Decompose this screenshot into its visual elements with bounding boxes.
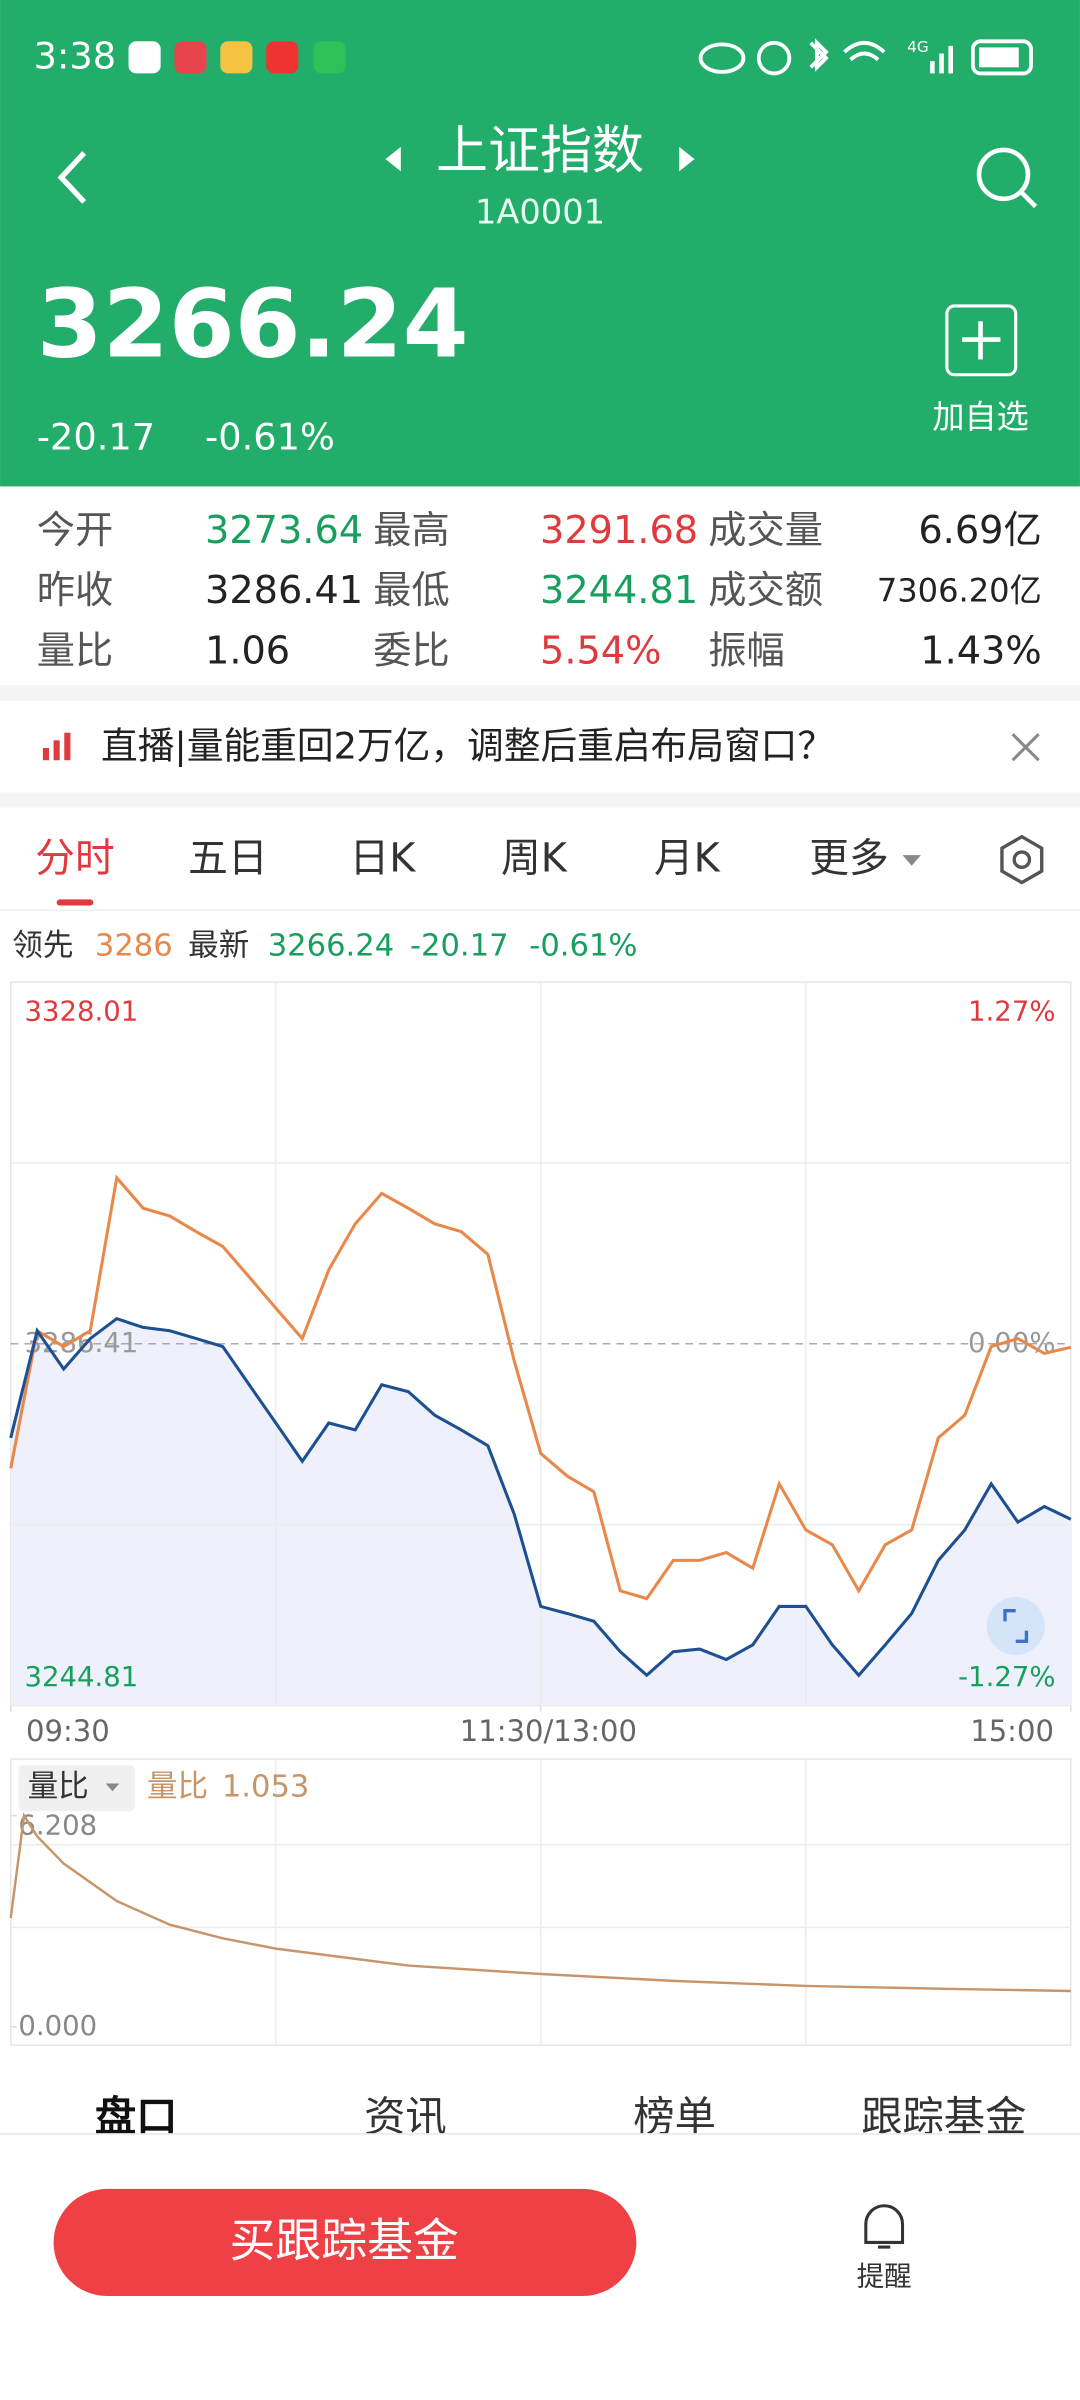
y-pct-label: -1.27% <box>958 1661 1055 1693</box>
stat-label: 最高 <box>373 509 449 553</box>
alert-button[interactable]: 提醒 <box>857 2204 912 2293</box>
price-change: -20.17 <box>37 416 155 459</box>
index-code: 1A0001 <box>475 193 605 232</box>
index-title: 上证指数 <box>436 121 644 181</box>
chart-tabs: 分时 五日 日K 周K 月K 更多 <box>35 836 889 906</box>
y-tick-label: 3244.81 <box>25 1661 139 1693</box>
signal-bars <box>930 45 954 74</box>
stat-value: 3286.41 <box>205 569 363 613</box>
more-arrow <box>902 855 921 866</box>
y-tick-label: 0.000 <box>18 2010 97 2042</box>
y-pct-label: 0.00% <box>968 1327 1055 1359</box>
stat-label: 振幅 <box>708 630 784 674</box>
divider <box>0 685 1080 701</box>
buy-button[interactable]: 买跟踪基金 <box>53 2188 637 2296</box>
prev-index[interactable] <box>385 146 401 172</box>
price-change-pct: -0.61% <box>205 416 335 459</box>
quote-item: -0.61% <box>529 928 637 963</box>
active-tab-indicator <box>56 899 94 906</box>
alert-label: 提醒 <box>857 2261 912 2293</box>
buy-button-label: 买跟踪基金 <box>230 2213 459 2267</box>
banner-close[interactable] <box>1011 733 1040 762</box>
stat-value: 1.06 <box>205 630 290 674</box>
legend-name: 量比 <box>147 1770 208 1805</box>
stat-label: 今开 <box>37 509 113 553</box>
settings-button[interactable] <box>1000 834 1044 885</box>
y-pct-label: 1.27% <box>968 996 1055 1028</box>
section-tab[interactable]: 资讯 <box>364 2093 447 2141</box>
stat-value: 3291.68 <box>540 509 698 553</box>
watch-add-button[interactable]: 加自选 <box>932 304 1029 436</box>
quote-item: 最新 <box>188 928 249 963</box>
stat-label: 昨收 <box>37 569 113 613</box>
section-tab[interactable]: 盘口 <box>95 2093 178 2141</box>
chart-tab[interactable]: 月K <box>654 836 721 882</box>
stat-label: 成交额 <box>708 569 823 613</box>
back-button[interactable] <box>57 151 87 204</box>
bottom-tabs: 盘口 资讯 榜单 跟踪基金 <box>95 2093 1027 2141</box>
price: 3266.24 <box>37 269 469 379</box>
quote-item: -20.17 <box>410 928 509 963</box>
chart-tab[interactable]: 五日 <box>188 836 268 882</box>
indicator-selector-label: 量比 <box>28 1770 89 1805</box>
y-tick-label: 3286.41 <box>25 1327 139 1359</box>
chart-tab[interactable]: 更多 <box>809 836 889 882</box>
x-tick-label: 15:00 <box>970 1714 1054 1748</box>
search-button[interactable] <box>976 147 1038 209</box>
stat-value: 1.43% <box>920 630 1041 674</box>
fullscreen-button[interactable] <box>986 1596 1045 1656</box>
status-app-icons <box>128 41 346 74</box>
status-network: 4G <box>907 38 929 56</box>
quote-item: 3266.24 <box>268 928 394 963</box>
stat-label: 量比 <box>37 630 113 674</box>
price-line <box>9 1316 1072 1678</box>
watch-add-label: 加自选 <box>932 398 1028 436</box>
indicator-selector[interactable] <box>18 1765 135 1812</box>
quote-line: 领先 3286 最新 3266.24 -20.17 -0.61% <box>12 928 637 963</box>
ratio-line <box>9 1812 1071 1993</box>
chart-tab[interactable]: 日K <box>350 836 417 882</box>
chart-tab[interactable]: 分时 <box>35 836 115 882</box>
banner-text[interactable]: 直播|量能重回2万亿，调整后重启布局窗口？ <box>101 724 834 768</box>
status-system-icons <box>698 38 1033 76</box>
divider <box>0 792 1080 808</box>
stat-value: 6.69亿 <box>918 509 1041 553</box>
y-tick-label: 3328.01 <box>25 996 139 1028</box>
section-tab[interactable]: 榜单 <box>633 2093 716 2141</box>
status-time: 3:38 <box>34 35 116 78</box>
x-tick-label: 11:30/13:00 <box>460 1714 637 1748</box>
stat-label: 最低 <box>373 569 449 613</box>
chart-tab[interactable]: 周K <box>501 836 568 882</box>
stat-label: 委比 <box>373 630 449 674</box>
quote-item: 领先 <box>12 928 73 963</box>
stat-label: 成交量 <box>708 509 823 553</box>
stat-value: 5.54% <box>540 630 661 674</box>
selector-arrow <box>105 1783 120 1792</box>
next-index[interactable] <box>679 146 695 172</box>
stat-value: 3273.64 <box>205 509 363 553</box>
header-bg <box>0 0 1080 487</box>
x-tick-label: 09:30 <box>26 1714 110 1748</box>
intraday-chart: 3244.81 -1.27% 3286.41 0.00% 3328.01 1.27% 09:… <box>9 981 1072 1748</box>
legend-value: 1.053 <box>222 1770 310 1805</box>
stat-value: 3244.81 <box>540 569 698 613</box>
banner-icon <box>42 732 71 761</box>
section-tab[interactable]: 跟踪基金 <box>861 2093 1026 2141</box>
quote-item: 3286 <box>95 928 173 963</box>
stat-value: 7306.20亿 <box>877 572 1042 610</box>
price-line <box>9 1174 1072 1601</box>
